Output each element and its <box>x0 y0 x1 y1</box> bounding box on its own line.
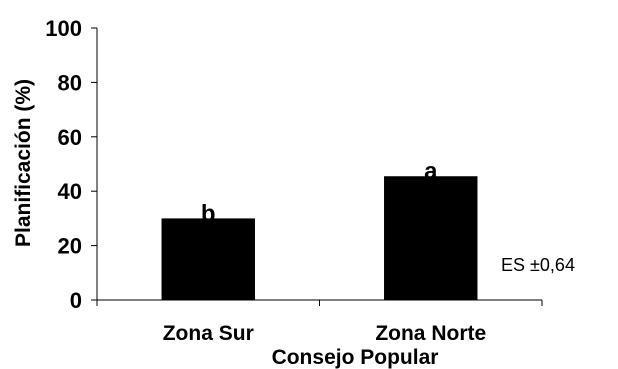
x-category-label: Zona Norte <box>375 322 486 345</box>
bar-zona-sur <box>161 218 255 300</box>
bar-significance-label: b <box>201 200 216 227</box>
y-tick-label: 20 <box>58 234 82 259</box>
standard-error-note: ES ±0,64 <box>501 255 575 275</box>
y-axis: 0 20 40 60 80 100 <box>45 16 98 313</box>
y-tick-label: 60 <box>58 125 82 150</box>
y-axis-title: Planificación (%) <box>12 79 35 247</box>
x-category-label: Zona Sur <box>163 322 254 345</box>
bars: ba <box>161 158 478 300</box>
y-tick-label: 80 <box>58 70 82 95</box>
bar-significance-label: a <box>424 158 438 185</box>
x-axis: Zona Sur Zona Norte <box>96 299 543 345</box>
y-tick-label: 0 <box>70 288 82 313</box>
y-tick-label: 40 <box>58 179 82 204</box>
y-tick-label: 100 <box>45 16 82 41</box>
x-axis-title: Consejo Popular <box>272 346 439 369</box>
bar-zona-norte <box>384 176 478 300</box>
